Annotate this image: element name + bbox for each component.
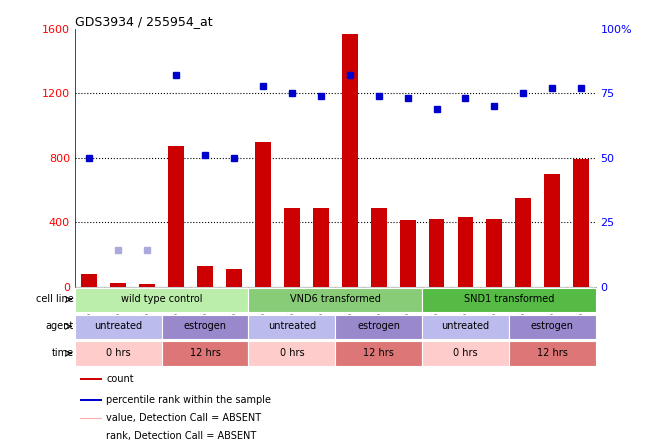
Bar — [458, 217, 473, 286]
Bar — [313, 208, 329, 286]
Bar — [249, 288, 422, 313]
Text: untreated: untreated — [441, 321, 490, 331]
Text: GDS3934 / 255954_at: GDS3934 / 255954_at — [75, 15, 212, 28]
Text: rank, Detection Call = ABSENT: rank, Detection Call = ABSENT — [106, 431, 256, 441]
Bar — [486, 219, 503, 286]
Bar — [428, 219, 445, 286]
Text: percentile rank within the sample: percentile rank within the sample — [106, 395, 271, 405]
Bar — [516, 198, 531, 286]
Bar — [80, 435, 102, 437]
Bar — [80, 378, 102, 380]
Bar — [161, 314, 249, 339]
Bar — [161, 341, 249, 366]
Text: untreated: untreated — [94, 321, 143, 331]
Bar — [139, 284, 155, 286]
Text: 0 hrs: 0 hrs — [453, 348, 478, 358]
Bar — [75, 288, 249, 313]
Bar — [249, 341, 335, 366]
Bar — [80, 399, 102, 401]
Text: estrogen: estrogen — [531, 321, 574, 331]
Text: time: time — [51, 348, 74, 358]
Bar — [422, 341, 509, 366]
Bar — [226, 269, 242, 286]
Bar — [75, 314, 161, 339]
Text: untreated: untreated — [268, 321, 316, 331]
Text: 0 hrs: 0 hrs — [106, 348, 131, 358]
Text: 12 hrs: 12 hrs — [363, 348, 394, 358]
Bar — [75, 341, 161, 366]
Text: cell line: cell line — [36, 294, 74, 305]
Bar — [284, 208, 300, 286]
Bar — [370, 208, 387, 286]
Bar — [197, 266, 213, 286]
Bar — [81, 274, 97, 286]
Text: 12 hrs: 12 hrs — [537, 348, 568, 358]
Bar — [168, 147, 184, 286]
Bar — [342, 34, 357, 286]
Text: agent: agent — [45, 321, 74, 331]
Bar — [509, 314, 596, 339]
Bar — [574, 159, 589, 286]
Text: count: count — [106, 374, 133, 384]
Bar — [80, 417, 102, 420]
Bar — [249, 314, 335, 339]
Bar — [335, 314, 422, 339]
Text: 0 hrs: 0 hrs — [279, 348, 304, 358]
Text: SND1 transformed: SND1 transformed — [464, 294, 554, 305]
Bar — [422, 314, 509, 339]
Bar — [110, 283, 126, 286]
Text: estrogen: estrogen — [184, 321, 227, 331]
Text: value, Detection Call = ABSENT: value, Detection Call = ABSENT — [106, 413, 261, 424]
Text: estrogen: estrogen — [357, 321, 400, 331]
Bar — [509, 341, 596, 366]
Bar — [400, 221, 415, 286]
Bar — [422, 288, 596, 313]
Bar — [544, 174, 561, 286]
Text: VND6 transformed: VND6 transformed — [290, 294, 381, 305]
Text: wild type control: wild type control — [121, 294, 202, 305]
Text: 12 hrs: 12 hrs — [189, 348, 221, 358]
Bar — [335, 341, 422, 366]
Bar — [255, 142, 271, 286]
